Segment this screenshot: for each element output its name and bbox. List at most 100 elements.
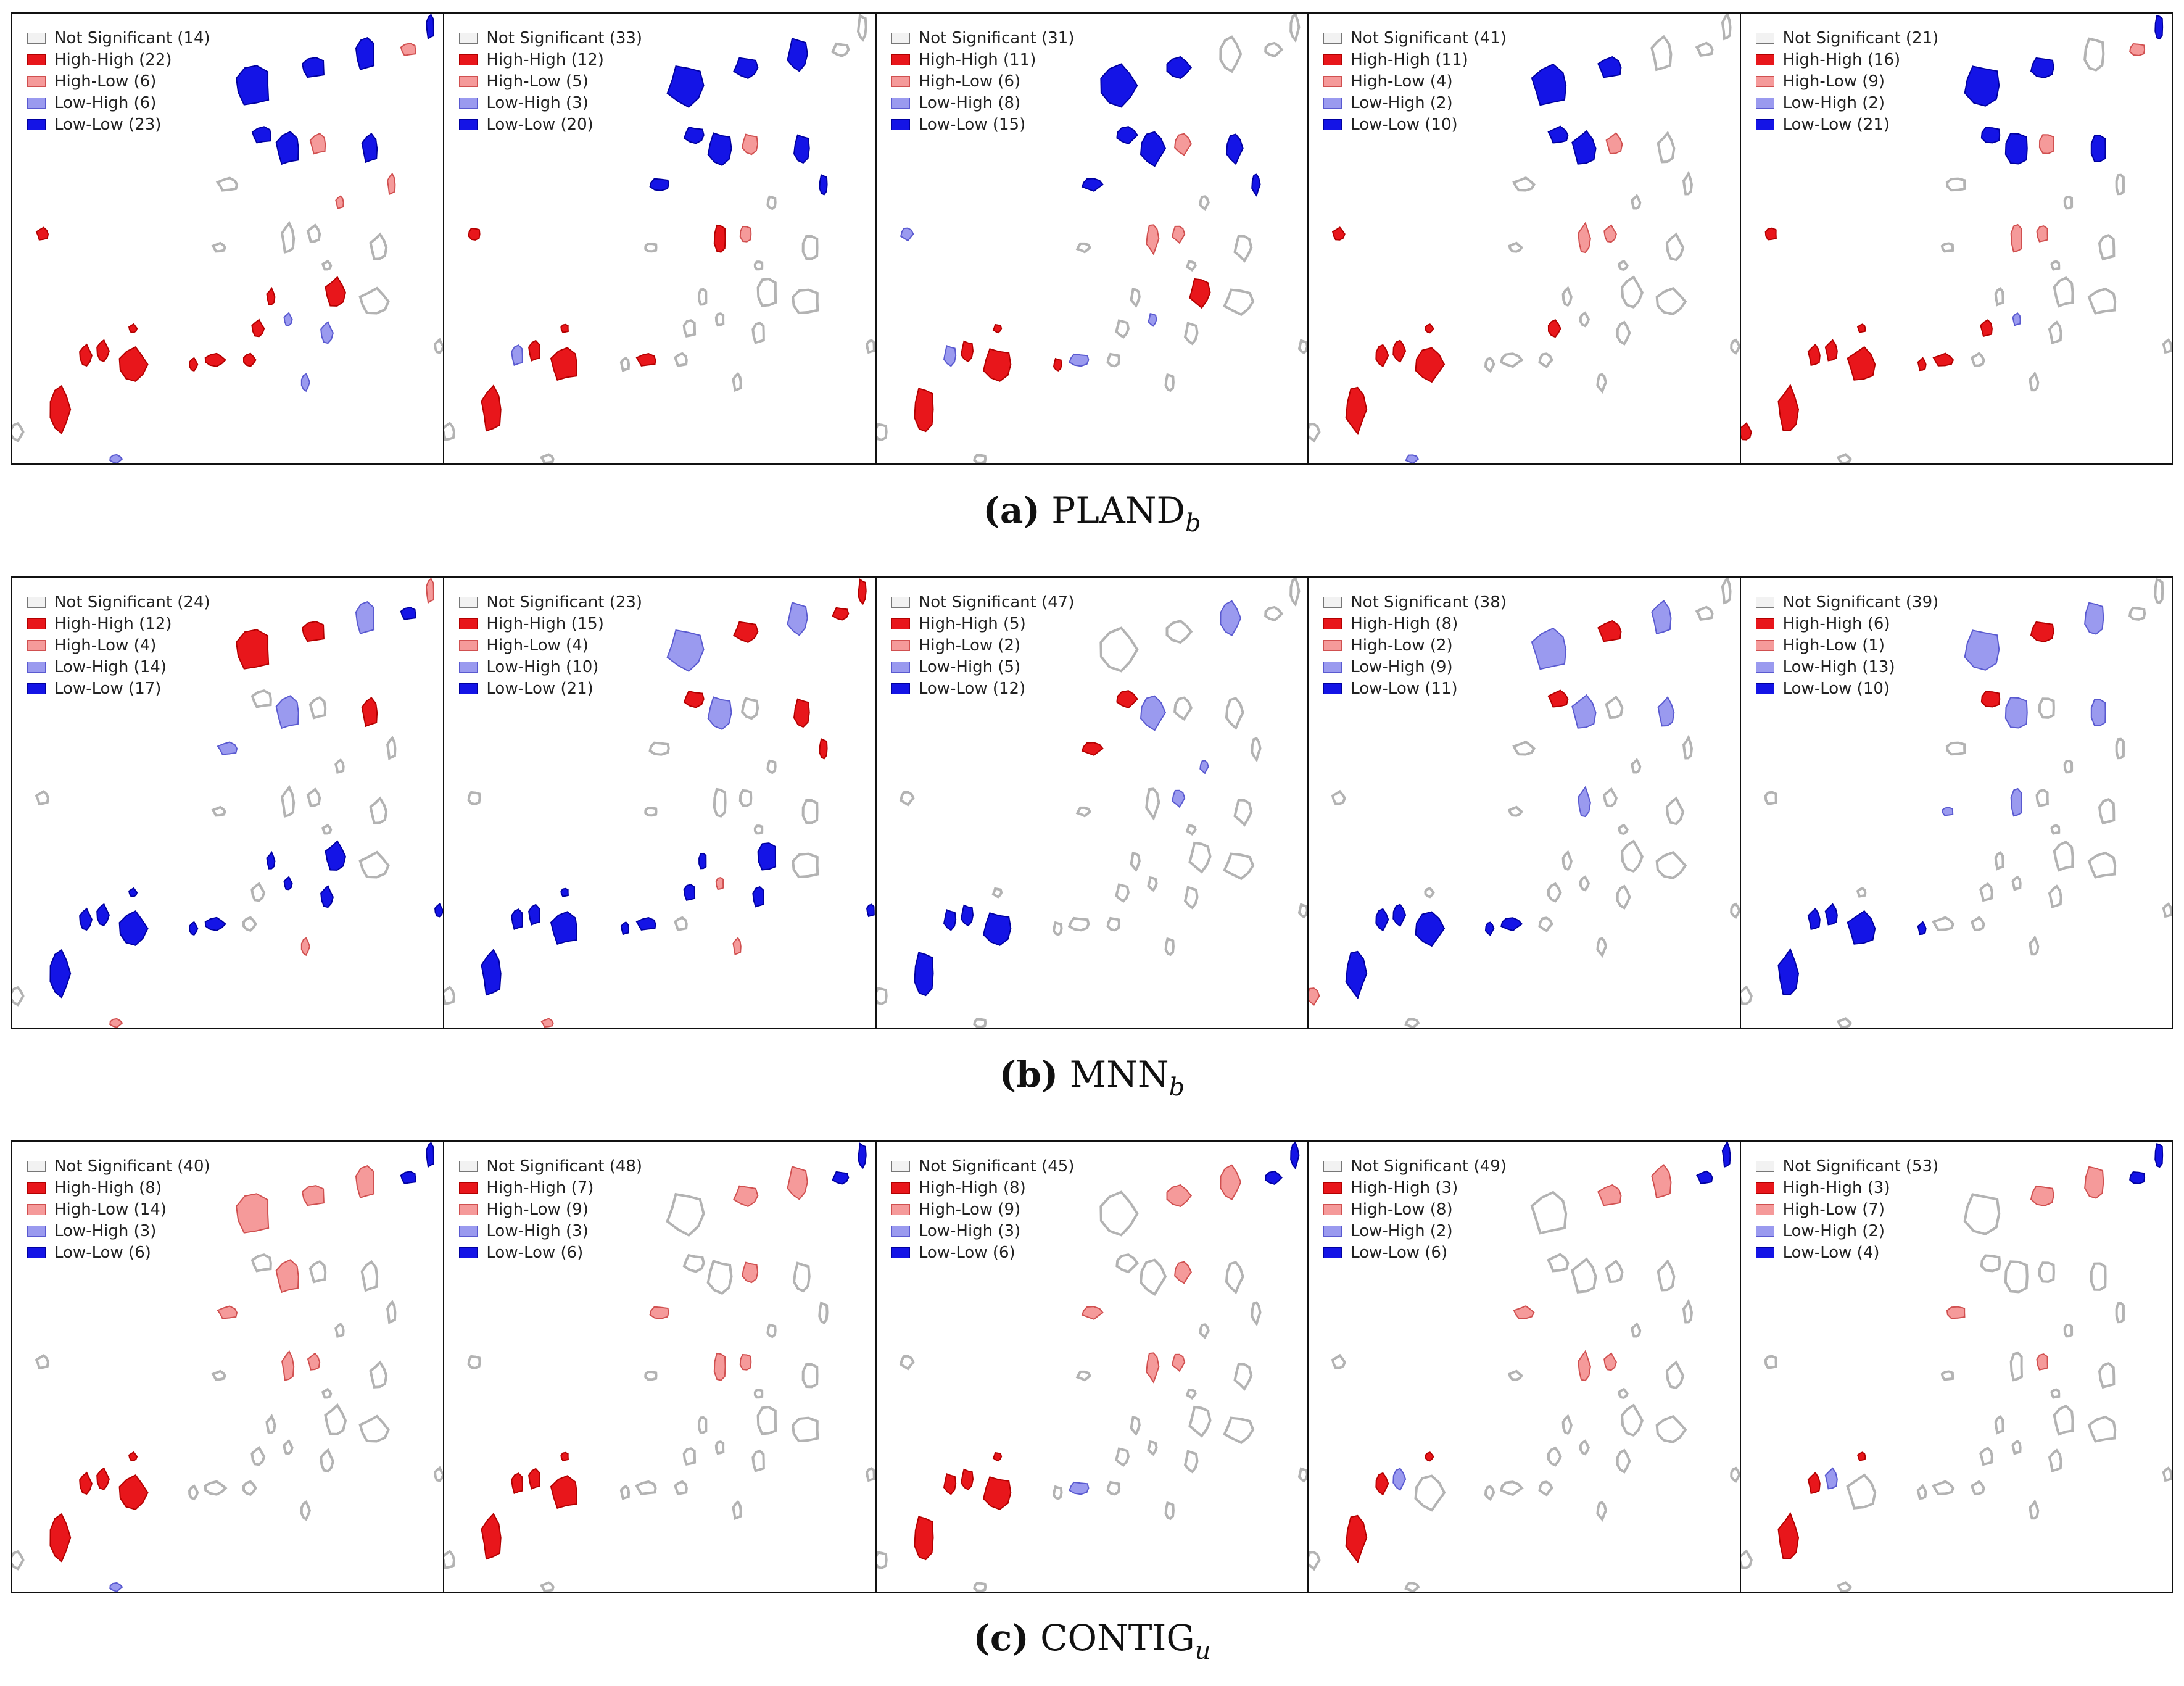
patch-not-significant — [1764, 791, 1777, 805]
patch-low-low — [649, 178, 670, 191]
patch-low-low — [666, 65, 705, 108]
patch-not-significant — [211, 1369, 226, 1381]
legend-label: High-Low (4) — [1351, 72, 1453, 91]
patch-low-low — [1116, 126, 1138, 145]
patch-not-significant — [866, 1467, 875, 1482]
patch-low-low — [1777, 947, 1799, 996]
patch-not-significant — [857, 14, 868, 42]
legend-label: High-High (8) — [1351, 614, 1458, 633]
patch-not-significant — [973, 454, 987, 463]
patch-high-high — [1116, 690, 1138, 709]
legend-label: High-Low (4) — [54, 636, 157, 655]
legend-label: Low-Low (21) — [486, 679, 594, 698]
patch-low-low — [1375, 908, 1389, 932]
patch-not-significant — [1940, 242, 1954, 253]
patch-not-significant — [1916, 1484, 1927, 1500]
map-panel: Not Significant (45) High-High (8) High-Lo… — [876, 1142, 1309, 1592]
patch-high-high — [1917, 357, 1927, 372]
patch-not-significant — [1250, 737, 1262, 763]
legend-swatch — [1323, 118, 1342, 130]
patch-not-significant — [2162, 902, 2172, 918]
patch-not-significant — [1289, 578, 1301, 607]
legend-swatch — [1323, 1247, 1342, 1258]
patch-high-low — [2030, 1185, 2054, 1206]
patch-high-high — [1392, 339, 1407, 363]
patch-high-high — [819, 737, 828, 760]
patch-not-significant — [1404, 1018, 1420, 1028]
legend-swatch — [1323, 32, 1342, 44]
patch-high-high — [1932, 352, 1954, 367]
legend-item-not-significant: Not Significant (41) — [1323, 27, 1507, 49]
patch-high-high — [251, 318, 265, 338]
legend-swatch — [27, 75, 46, 87]
patch-high-high — [992, 323, 1003, 334]
patch-high-low — [217, 1305, 238, 1319]
legend-item-high-low: High-Low (14) — [27, 1198, 210, 1220]
legend-item-low-low: Low-Low (6) — [1323, 1242, 1507, 1263]
map-panel: Not Significant (40) High-High (8) High-Lo… — [12, 1142, 445, 1592]
patch-not-significant — [792, 288, 819, 315]
legend-item-low-low: Low-Low (17) — [27, 678, 210, 699]
legend-item-low-low: Low-Low (21) — [1755, 114, 1939, 135]
caption-subscript: b — [1169, 1073, 1185, 1102]
patch-not-significant — [1146, 876, 1158, 892]
legend-swatch — [891, 54, 910, 65]
cluster-map — [1740, 1143, 2172, 1592]
patch-not-significant — [242, 1480, 257, 1496]
legend-label: Not Significant (38) — [1351, 592, 1507, 612]
patch-not-significant — [283, 1439, 294, 1455]
patch-not-significant — [12, 1550, 25, 1571]
patch-low-high — [708, 696, 732, 730]
legend-item-high-low: High-Low (4) — [27, 634, 210, 656]
legend-item-high-low: High-Low (9) — [1755, 70, 1939, 92]
legend-item-not-significant: Not Significant (23) — [459, 591, 642, 613]
legend-swatch — [27, 97, 46, 109]
legend-item-high-high: High-High (12) — [459, 49, 642, 70]
patch-high-high — [528, 1468, 541, 1490]
patch-not-significant — [1144, 787, 1160, 821]
patch-not-significant — [1579, 875, 1590, 892]
patch-high-low — [1597, 1184, 1622, 1206]
patch-low-high — [2004, 697, 2028, 729]
patch-low-high — [943, 344, 957, 367]
patch-high-low — [400, 43, 416, 56]
patch-not-significant — [321, 259, 333, 271]
patch-not-significant — [2098, 234, 2115, 261]
caption-metric: MNN — [1069, 1053, 1169, 1095]
patch-not-significant — [1621, 275, 1644, 309]
legend-label: Not Significant (14) — [54, 28, 210, 48]
patch-not-significant — [713, 787, 727, 818]
legend-label: High-Low (5) — [486, 72, 589, 91]
legend-item-high-high: High-High (11) — [1323, 49, 1507, 70]
patch-not-significant — [2063, 759, 2073, 774]
patch-low-high — [320, 321, 334, 344]
legend-swatch — [1323, 1182, 1342, 1194]
patch-low-low — [2090, 135, 2106, 162]
patch-not-significant — [2128, 606, 2146, 621]
patch-not-significant — [1075, 242, 1091, 254]
legend-label: Low-Low (6) — [486, 1243, 584, 1262]
patch-high-low — [2036, 225, 2048, 243]
legend-label: High-High (5) — [918, 614, 1026, 633]
patch-not-significant — [188, 1484, 199, 1501]
patch-high-high — [733, 621, 759, 644]
patch-low-low — [236, 65, 270, 106]
patch-not-significant — [1075, 806, 1091, 818]
legend-item-low-low: Low-Low (4) — [1755, 1242, 1939, 1263]
patch-low-high — [900, 227, 914, 242]
patch-high-low — [2038, 134, 2054, 154]
patch-low-high — [666, 629, 705, 672]
patch-not-significant — [1596, 1501, 1608, 1522]
patch-not-significant — [2087, 1415, 2116, 1443]
legend-item-not-significant: Not Significant (49) — [1323, 1155, 1507, 1177]
legend-item-not-significant: Not Significant (48) — [459, 1155, 642, 1177]
patch-low-high — [1405, 454, 1420, 463]
patch-low-low — [426, 14, 434, 40]
patch-not-significant — [1106, 352, 1120, 368]
patch-high-high — [1824, 339, 1838, 362]
caption: (b) MNNb — [0, 1053, 2184, 1102]
patch-not-significant — [876, 423, 888, 441]
legend-swatch — [1755, 618, 1774, 629]
patch-not-significant — [973, 1018, 987, 1028]
patch-not-significant — [1165, 619, 1193, 644]
